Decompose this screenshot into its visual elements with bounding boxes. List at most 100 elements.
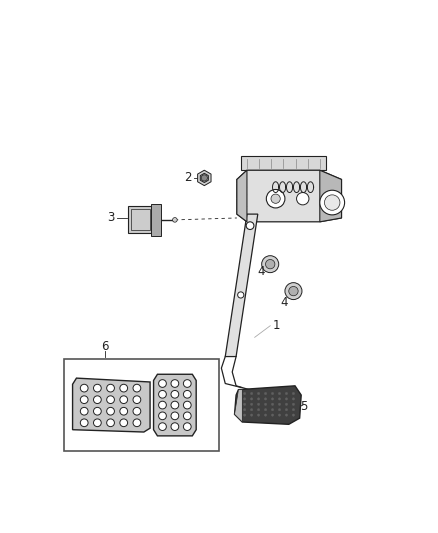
Polygon shape xyxy=(128,206,153,233)
Circle shape xyxy=(289,286,298,296)
Circle shape xyxy=(159,423,166,431)
Circle shape xyxy=(159,412,166,419)
Circle shape xyxy=(258,403,260,406)
Circle shape xyxy=(80,384,88,392)
Circle shape xyxy=(265,260,275,269)
Circle shape xyxy=(320,190,345,215)
Circle shape xyxy=(244,414,246,416)
Polygon shape xyxy=(73,378,150,432)
Circle shape xyxy=(251,408,253,411)
Circle shape xyxy=(265,392,267,394)
Circle shape xyxy=(80,396,88,403)
Text: 4: 4 xyxy=(280,296,288,309)
Circle shape xyxy=(285,414,288,416)
Circle shape xyxy=(246,222,254,230)
Text: 3: 3 xyxy=(108,212,115,224)
Circle shape xyxy=(171,379,179,387)
Circle shape xyxy=(272,392,274,394)
Circle shape xyxy=(285,403,288,406)
Circle shape xyxy=(238,292,244,298)
Circle shape xyxy=(184,391,191,398)
Circle shape xyxy=(120,407,127,415)
Circle shape xyxy=(292,408,295,411)
Circle shape xyxy=(80,419,88,426)
Circle shape xyxy=(258,392,260,394)
Circle shape xyxy=(133,407,141,415)
Circle shape xyxy=(244,398,246,400)
Circle shape xyxy=(272,403,274,406)
Circle shape xyxy=(265,414,267,416)
Circle shape xyxy=(107,396,114,403)
Circle shape xyxy=(184,401,191,409)
Circle shape xyxy=(171,391,179,398)
Polygon shape xyxy=(241,156,326,170)
Circle shape xyxy=(258,414,260,416)
Circle shape xyxy=(278,392,281,394)
Circle shape xyxy=(244,408,246,411)
Text: 5: 5 xyxy=(300,400,308,413)
Polygon shape xyxy=(320,170,342,222)
Circle shape xyxy=(120,384,127,392)
Circle shape xyxy=(292,414,295,416)
Circle shape xyxy=(80,407,88,415)
Circle shape xyxy=(93,384,101,392)
Circle shape xyxy=(93,396,101,403)
Polygon shape xyxy=(235,386,301,424)
Polygon shape xyxy=(198,170,211,185)
Text: 6: 6 xyxy=(101,340,109,353)
Text: 1: 1 xyxy=(272,319,280,332)
Circle shape xyxy=(171,423,179,431)
Circle shape xyxy=(120,419,127,426)
Circle shape xyxy=(285,392,288,394)
Circle shape xyxy=(133,384,141,392)
Circle shape xyxy=(173,217,177,222)
Circle shape xyxy=(244,403,246,406)
Circle shape xyxy=(285,282,302,300)
Bar xyxy=(64,359,219,451)
Circle shape xyxy=(271,194,280,203)
Circle shape xyxy=(184,379,191,387)
Circle shape xyxy=(251,392,253,394)
Circle shape xyxy=(261,256,279,273)
Circle shape xyxy=(272,408,274,411)
Circle shape xyxy=(325,195,340,210)
Circle shape xyxy=(292,398,295,400)
Polygon shape xyxy=(237,170,247,222)
Text: 2: 2 xyxy=(184,172,192,184)
Polygon shape xyxy=(151,204,161,236)
Circle shape xyxy=(278,398,281,400)
Polygon shape xyxy=(200,173,208,182)
Circle shape xyxy=(265,398,267,400)
Circle shape xyxy=(93,419,101,426)
Circle shape xyxy=(133,419,141,426)
Circle shape xyxy=(171,412,179,419)
Circle shape xyxy=(107,384,114,392)
Circle shape xyxy=(159,391,166,398)
Circle shape xyxy=(159,401,166,409)
Circle shape xyxy=(292,392,295,394)
Circle shape xyxy=(120,396,127,403)
Circle shape xyxy=(297,192,309,205)
Circle shape xyxy=(93,407,101,415)
Circle shape xyxy=(251,414,253,416)
Circle shape xyxy=(278,403,281,406)
Circle shape xyxy=(251,403,253,406)
Circle shape xyxy=(278,414,281,416)
Polygon shape xyxy=(235,390,242,422)
Polygon shape xyxy=(154,374,196,436)
Circle shape xyxy=(272,398,274,400)
Circle shape xyxy=(133,396,141,403)
Circle shape xyxy=(201,175,208,181)
Circle shape xyxy=(251,398,253,400)
Circle shape xyxy=(292,403,295,406)
Circle shape xyxy=(258,408,260,411)
Circle shape xyxy=(244,392,246,394)
Circle shape xyxy=(258,398,260,400)
Circle shape xyxy=(184,423,191,431)
Circle shape xyxy=(272,414,274,416)
Circle shape xyxy=(278,408,281,411)
Circle shape xyxy=(285,398,288,400)
Circle shape xyxy=(107,419,114,426)
Circle shape xyxy=(285,408,288,411)
Circle shape xyxy=(107,407,114,415)
